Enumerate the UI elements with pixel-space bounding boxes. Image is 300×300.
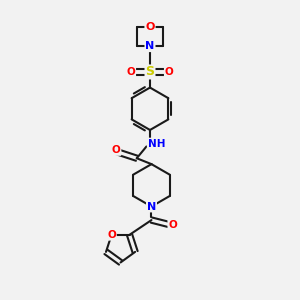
Text: N: N <box>147 202 156 212</box>
Text: N: N <box>146 41 154 51</box>
Text: O: O <box>127 67 135 77</box>
Text: S: S <box>146 65 154 79</box>
Text: O: O <box>107 230 116 240</box>
Text: O: O <box>165 67 173 77</box>
Text: O: O <box>168 220 177 230</box>
Text: NH: NH <box>148 139 165 148</box>
Text: O: O <box>145 22 155 32</box>
Text: O: O <box>112 145 121 155</box>
